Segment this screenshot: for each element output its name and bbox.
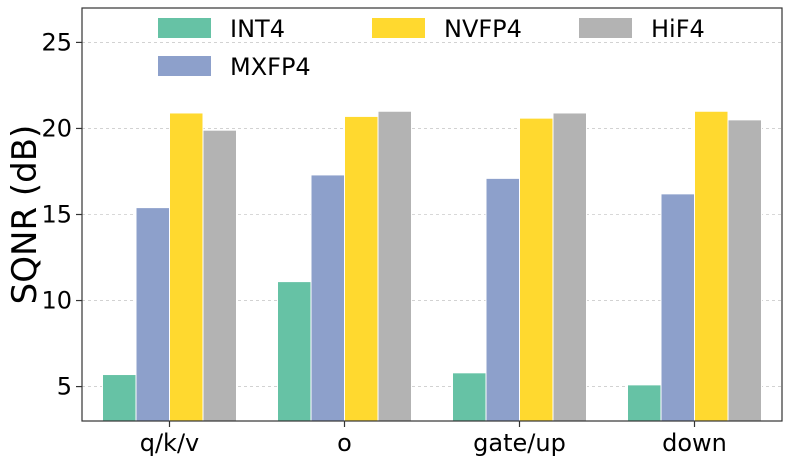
bar-nvfp4-q-k-v <box>169 112 204 422</box>
x-tick-label: o <box>337 429 352 457</box>
bar-nvfp4-gate-up <box>519 117 554 422</box>
bar-mxfp4-gate-up <box>485 177 520 422</box>
bar-nvfp4-down <box>694 110 729 422</box>
legend-swatch-nvfp4 <box>372 18 425 38</box>
legend-label-int4: INT4 <box>230 15 285 43</box>
bar-int4-gate-up <box>452 372 487 422</box>
x-tick-label: down <box>662 429 727 457</box>
legend-label-hif4: HiF4 <box>651 15 705 43</box>
x-tick-label: q/k/v <box>140 429 200 457</box>
bar-int4-down <box>627 384 662 422</box>
bar-mxfp4-q-k-v <box>135 207 170 422</box>
x-tick-label: gate/up <box>473 429 566 457</box>
bar-int4-q-k-v <box>102 374 137 422</box>
y-tick-label: 25 <box>41 28 72 56</box>
x-axis: q/k/v o gate/up down <box>140 421 727 457</box>
bar-int4-o <box>277 281 312 422</box>
bar-hif4-q-k-v <box>202 129 237 422</box>
y-axis: 5 10 15 20 25 <box>41 28 82 401</box>
bar-nvfp4-o <box>344 115 379 422</box>
bar-mxfp4-down <box>660 193 695 422</box>
legend-swatch-hif4 <box>579 18 632 38</box>
bar-hif4-down <box>727 119 762 422</box>
legend-swatch-mxfp4 <box>158 56 211 76</box>
y-tick-label: 5 <box>57 373 72 401</box>
bar-hif4-o <box>377 110 412 422</box>
bar-mxfp4-o <box>310 174 345 422</box>
legend-swatch-int4 <box>158 18 211 38</box>
legend: INT4 NVFP4 HiF4 MXFP4 <box>158 15 705 81</box>
bars <box>102 110 762 422</box>
y-tick-label: 20 <box>41 114 72 142</box>
legend-label-nvfp4: NVFP4 <box>444 15 522 43</box>
y-tick-label: 15 <box>41 201 72 229</box>
y-tick-label: 10 <box>41 287 72 315</box>
bar-hif4-gate-up <box>552 112 587 422</box>
y-axis-title: SQNR (dB) <box>5 125 45 305</box>
legend-label-mxfp4: MXFP4 <box>230 53 311 81</box>
